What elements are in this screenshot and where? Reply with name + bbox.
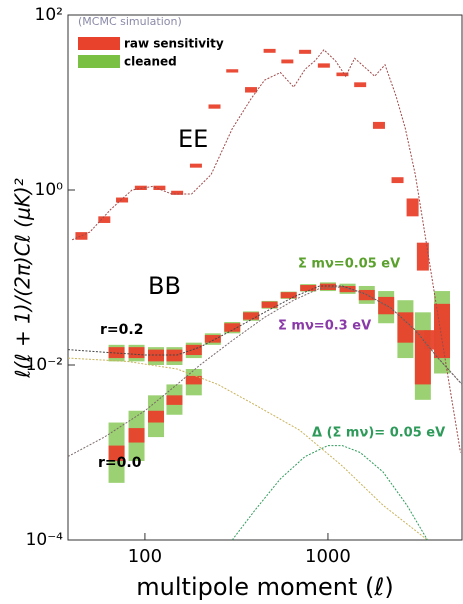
y-tick-label: 10⁰	[35, 180, 64, 200]
raw-box	[354, 82, 367, 88]
curve	[231, 445, 428, 541]
raw-box	[116, 197, 129, 203]
raw-box	[300, 285, 317, 292]
raw-box	[204, 335, 221, 343]
plot-frame	[67, 14, 463, 541]
raw-box	[406, 198, 419, 217]
raw-box	[208, 104, 221, 109]
raw-box	[339, 285, 356, 293]
raw-box	[185, 375, 202, 385]
raw-box	[108, 347, 125, 359]
raw-box	[416, 242, 429, 271]
raw-box	[171, 190, 184, 195]
annotation: Σ mν=0.05 eV	[298, 257, 400, 272]
legend-swatch	[78, 55, 120, 68]
raw-box	[397, 312, 414, 343]
annotation: Δ (Σ mν)= 0.05 eV	[312, 426, 445, 441]
raw-box	[336, 72, 349, 77]
raw-box	[226, 69, 239, 73]
raw-box	[317, 63, 330, 68]
x-tick-label: 1000	[305, 546, 351, 567]
raw-box	[134, 185, 147, 190]
raw-box	[319, 283, 336, 290]
legend-title: (MCMC simulation)	[78, 15, 182, 28]
annotation: Σ mν=0.3 eV	[278, 319, 371, 334]
raw-box	[243, 312, 260, 320]
raw-box	[128, 428, 145, 443]
y-tick-label: 10⁻⁴	[26, 530, 64, 550]
raw-box	[391, 177, 404, 184]
legend-swatch	[78, 37, 120, 50]
curve	[67, 357, 428, 541]
curve	[67, 286, 463, 457]
y-tick-label: 10²	[35, 5, 63, 25]
raw-box	[378, 296, 395, 315]
raw-box	[261, 301, 278, 308]
legend-label: raw sensitivity	[124, 37, 224, 51]
raw-box	[153, 185, 166, 190]
raw-box	[372, 121, 385, 129]
raw-box	[245, 87, 258, 93]
y-tick-label: 10⁻²	[26, 355, 63, 375]
raw-box	[189, 163, 202, 168]
curve	[71, 49, 461, 453]
annotation: BB	[148, 272, 181, 300]
marks	[67, 48, 463, 541]
raw-box	[75, 232, 88, 240]
raw-box	[414, 330, 431, 385]
legend-label: cleaned	[124, 55, 177, 69]
raw-box	[128, 347, 145, 359]
raw-box	[224, 323, 241, 332]
raw-box	[299, 49, 312, 54]
annotation: r=0.0	[98, 455, 142, 471]
x-tick-label: 100	[128, 546, 162, 567]
raw-box	[98, 216, 111, 223]
annotation: EE	[178, 125, 208, 153]
annotation: r=0.2	[100, 322, 143, 338]
raw-box	[185, 344, 202, 356]
raw-box	[263, 48, 276, 53]
y-axis-title: ℓ(ℓ + 1)/(2π)Cℓ (μK)²	[11, 178, 35, 378]
raw-box	[280, 292, 297, 299]
raw-box	[148, 410, 165, 423]
curve	[67, 285, 463, 385]
raw-box	[434, 303, 451, 359]
x-axis-title: multipole moment (ℓ)	[136, 573, 393, 601]
raw-box	[166, 395, 183, 405]
raw-box	[281, 59, 294, 64]
raw-box	[108, 445, 125, 461]
